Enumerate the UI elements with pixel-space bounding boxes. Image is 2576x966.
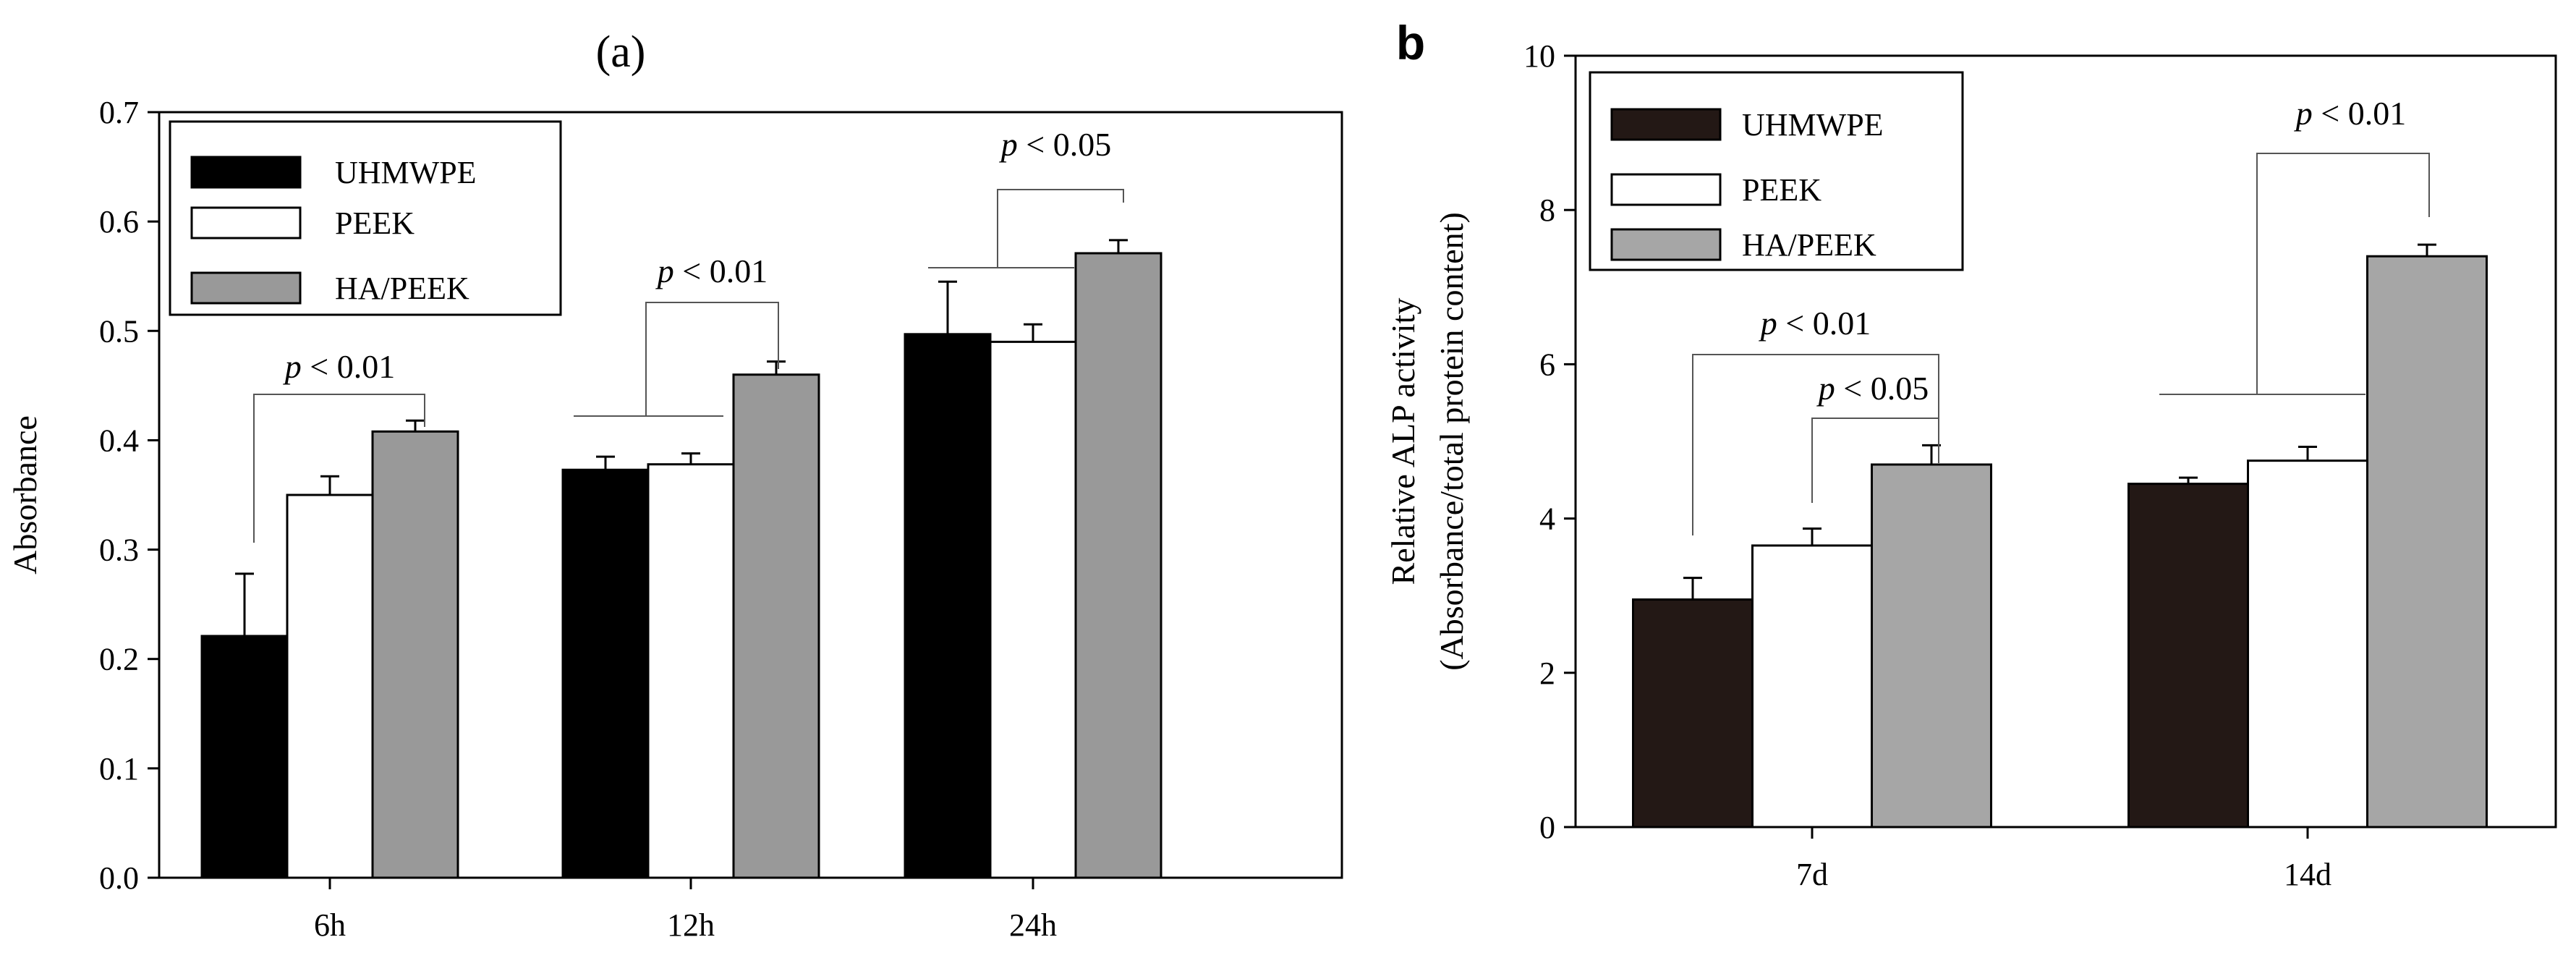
bar-peek-7d [1751,544,1873,829]
significance-label: p < 0.01 [655,253,768,289]
y-tick-label: 4 [1539,501,1555,537]
y-tick-label: 0 [1539,810,1555,845]
significance-bracket [997,189,1124,268]
legend-label: UHMWPE [1742,107,1884,143]
bar-uhmwpe-6h [200,635,289,879]
bar-ha-peek-7d [1871,463,1992,829]
legend-swatch [190,206,302,240]
y-axis-label: Relative ALP activity [1385,298,1421,585]
y-tick-label: 0.4 [99,423,139,458]
chart-a: (a) 0.0 0.1 0.2 0.3 0.4 0.5 0.6 0.7 Absorbance 6h 1… [7,27,1343,943]
x-tick-label: 24h [1009,907,1057,943]
x-tick-label: 7d [1796,857,1828,892]
legend-swatch [1610,108,1722,141]
significance-label: p < 0.01 [1759,305,1871,342]
x-tick-label: 12h [667,907,715,943]
y-tick-label: 10 [1523,38,1555,74]
bar-ha-peek-24h [1074,252,1162,879]
legend-swatch [1610,228,1722,261]
y-tick-label: 6 [1539,347,1555,382]
significance-bracket [1692,354,1939,535]
y-tick-label: 0.3 [99,533,139,568]
panel-label-b: b [1396,16,1425,69]
legend-label: PEEK [335,206,415,241]
significance-bracket [645,302,779,416]
legend-label: UHMWPE [335,155,477,190]
bar-uhmwpe-14d [2127,483,2249,829]
x-tick-label: 14d [2284,857,2331,892]
plot-frame [1574,54,2557,829]
panel-label-a: (a) [596,27,646,77]
legend-swatch [190,156,302,189]
legend-label: HA/PEEK [335,271,469,306]
y-tick-label: 8 [1539,192,1555,228]
bar-ha-peek-6h [371,430,459,879]
y-tick-label: 0.5 [99,313,139,349]
y-axis-label: Absorbance [7,415,43,575]
significance-label: p < 0.05 [999,126,1111,163]
significance-label: p < 0.01 [283,348,395,385]
y-axis-label-secondary: (Absorbance/total protein content) [1433,212,1470,671]
bar-peek-12h [647,463,735,879]
legend-label: PEEK [1742,172,1822,208]
chart-b: b 0 2 4 6 8 10 Relative ALP activity (Absorbance… [1385,16,2557,892]
significance-label: p < 0.01 [2294,95,2406,132]
bar-uhmwpe-12h [561,468,650,879]
bar-ha-peek-12h [732,373,820,879]
y-tick-label: 0.6 [99,204,139,240]
bar-uhmwpe-24h [904,333,992,879]
y-tick-label: 0.1 [99,751,139,787]
significance-bracket [1811,418,1939,503]
bar-peek-24h [989,340,1077,879]
x-tick-label: 6h [314,907,346,943]
bar-peek-6h [286,493,374,879]
y-tick-label: 0.2 [99,642,139,677]
y-tick-label: 2 [1539,656,1555,691]
legend-swatch [1610,173,1722,206]
significance-label: p < 0.05 [1816,370,1929,407]
bar-uhmwpe-7d [1632,598,1754,829]
y-tick-label: 0.0 [99,860,139,896]
legend-swatch [190,271,302,305]
significance-bracket [253,394,425,543]
bar-peek-14d [2247,459,2368,829]
y-tick-label: 0.7 [99,95,139,130]
significance-bracket [2256,153,2430,394]
legend-label: HA/PEEK [1742,227,1876,263]
bar-ha-peek-14d [2366,255,2488,829]
